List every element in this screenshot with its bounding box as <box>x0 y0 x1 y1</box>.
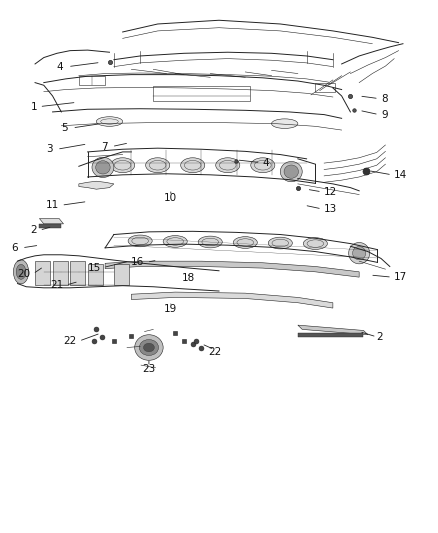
Ellipse shape <box>13 260 29 284</box>
Ellipse shape <box>135 335 163 360</box>
Text: 3: 3 <box>46 144 53 154</box>
Bar <box>88 264 103 285</box>
Text: 6: 6 <box>11 243 18 253</box>
Ellipse shape <box>284 165 299 178</box>
Bar <box>315 83 335 92</box>
Ellipse shape <box>16 264 26 279</box>
Ellipse shape <box>216 158 240 173</box>
Ellipse shape <box>96 117 123 126</box>
Ellipse shape <box>110 158 135 173</box>
Text: 13: 13 <box>324 204 337 214</box>
Ellipse shape <box>145 158 170 173</box>
Text: 14: 14 <box>394 170 407 180</box>
Text: 15: 15 <box>88 263 101 272</box>
Text: 16: 16 <box>131 257 145 267</box>
Ellipse shape <box>95 160 110 174</box>
Ellipse shape <box>92 157 114 177</box>
Ellipse shape <box>353 246 366 260</box>
Bar <box>39 224 61 228</box>
Bar <box>114 264 129 285</box>
Text: 18: 18 <box>182 273 195 283</box>
Text: 23: 23 <box>142 364 155 374</box>
Text: 17: 17 <box>394 272 407 282</box>
Ellipse shape <box>251 158 275 173</box>
Text: 5: 5 <box>61 123 68 133</box>
Text: 11: 11 <box>46 200 59 210</box>
Text: 22: 22 <box>64 336 77 346</box>
Bar <box>298 333 363 337</box>
Polygon shape <box>79 181 114 189</box>
Ellipse shape <box>303 238 328 249</box>
Polygon shape <box>105 261 359 277</box>
Bar <box>53 261 68 285</box>
Bar <box>70 261 85 285</box>
Ellipse shape <box>128 235 152 247</box>
Text: 2: 2 <box>377 332 383 342</box>
Text: 19: 19 <box>164 304 177 314</box>
Text: 12: 12 <box>324 187 337 197</box>
Ellipse shape <box>163 236 187 247</box>
Ellipse shape <box>144 343 154 352</box>
Ellipse shape <box>272 119 298 128</box>
Text: 1: 1 <box>31 102 37 111</box>
Text: 22: 22 <box>208 347 221 357</box>
Bar <box>79 76 105 85</box>
Polygon shape <box>131 292 333 308</box>
Ellipse shape <box>180 158 205 173</box>
Polygon shape <box>39 219 64 224</box>
Text: 2: 2 <box>31 225 37 235</box>
Polygon shape <box>298 325 368 335</box>
Text: 7: 7 <box>101 142 107 151</box>
Text: 9: 9 <box>381 110 388 119</box>
Ellipse shape <box>268 237 293 249</box>
Text: 10: 10 <box>164 193 177 203</box>
Ellipse shape <box>233 237 258 248</box>
Ellipse shape <box>280 161 302 182</box>
Ellipse shape <box>198 236 222 248</box>
Text: 4: 4 <box>263 158 269 167</box>
Ellipse shape <box>349 243 370 264</box>
Bar <box>35 261 50 285</box>
Text: 4: 4 <box>57 62 64 71</box>
Ellipse shape <box>139 340 159 356</box>
Text: 20: 20 <box>18 269 31 279</box>
Text: 8: 8 <box>381 94 388 103</box>
Text: 21: 21 <box>50 280 64 290</box>
